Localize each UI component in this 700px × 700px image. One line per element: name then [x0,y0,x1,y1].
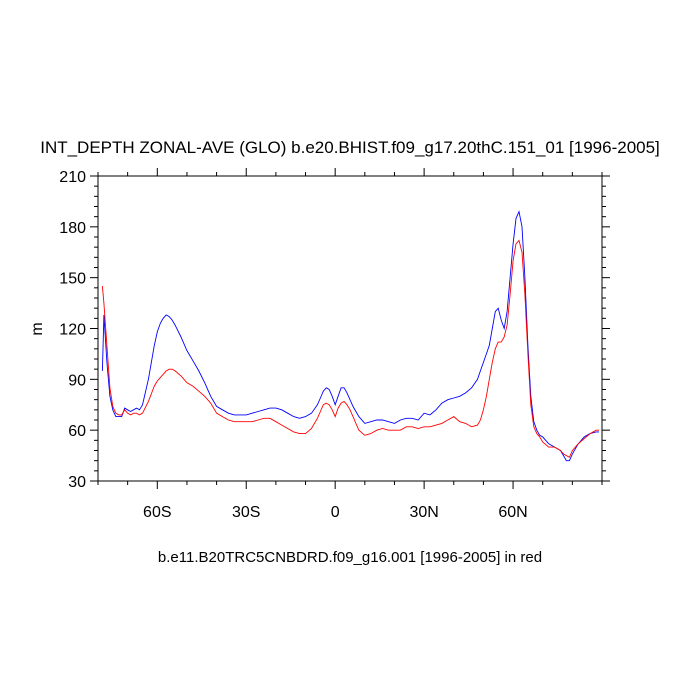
x-tick-label: 60N [498,504,527,521]
y-tick-label: 180 [59,220,86,237]
x-tick-label: 0 [331,504,340,521]
y-tick-label: 60 [68,423,86,440]
axes: 30 60 90 120 150 180 210 60S 30S 0 30N 60N [59,168,610,521]
x-tick-label: 30N [409,504,438,521]
series-line-2 [101,239,599,458]
x-tick-label: 60S [143,504,171,521]
y-tick-label: 150 [59,271,86,288]
chart-title: INT_DEPTH ZONAL-AVE (GLO) b.e20.BHIST.f0… [40,138,660,157]
y-tick-label: 120 [59,322,86,339]
y-tick-label: 30 [68,474,86,491]
x-tick-label: 30S [232,504,260,521]
y-axis-label: m [29,322,46,335]
x-axis-label: b.e11.B20TRC5CNBDRD.f09_g16.001 [1996-20… [158,549,542,566]
y-tick-label: 210 [59,169,86,186]
series-line-1 [101,210,599,462]
y-tick-label: 90 [68,372,86,389]
plot-area [101,210,599,462]
